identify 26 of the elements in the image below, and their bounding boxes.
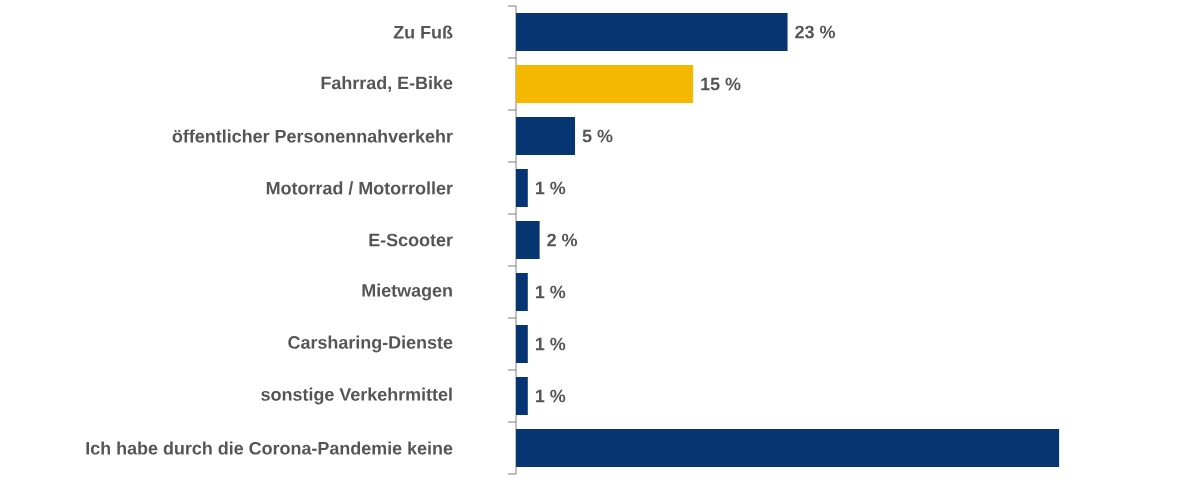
y-tick-label: öffentlicher Personennahverkehr <box>172 129 453 143</box>
y-tick-label: Mietwagen <box>362 283 452 301</box>
y-tick-label: Motorrad / Motorroller <box>266 181 453 195</box>
y-tick-label: E-Scooter <box>369 233 453 247</box>
y-tick-label: Carsharing-Dienste <box>288 335 453 353</box>
bar <box>516 325 528 364</box>
bar <box>516 273 528 312</box>
y-tick-label: Zu Fuß <box>393 25 453 39</box>
data-label: 1 % <box>535 389 566 403</box>
bar <box>516 429 1060 468</box>
data-label: 23 % <box>795 25 835 39</box>
bar <box>516 221 540 260</box>
data-label: 1 % <box>535 285 566 299</box>
data-label: 1 % <box>535 337 566 351</box>
bar <box>516 13 788 52</box>
bar <box>516 377 528 416</box>
bar <box>516 117 576 156</box>
bar <box>516 169 528 208</box>
y-tick-label: Ich habe durch die Corona-Pandemie keine <box>86 441 453 455</box>
data-label: 5 % <box>582 129 613 143</box>
y-tick-label: sonstige Verkehrmittel <box>261 387 452 405</box>
data-label: 15 % <box>701 77 741 91</box>
bar <box>516 65 694 104</box>
data-label: 2 % <box>547 233 578 247</box>
y-tick-label: Fahrrad, E-Bike <box>321 76 453 92</box>
data-label: 1 % <box>535 181 566 195</box>
